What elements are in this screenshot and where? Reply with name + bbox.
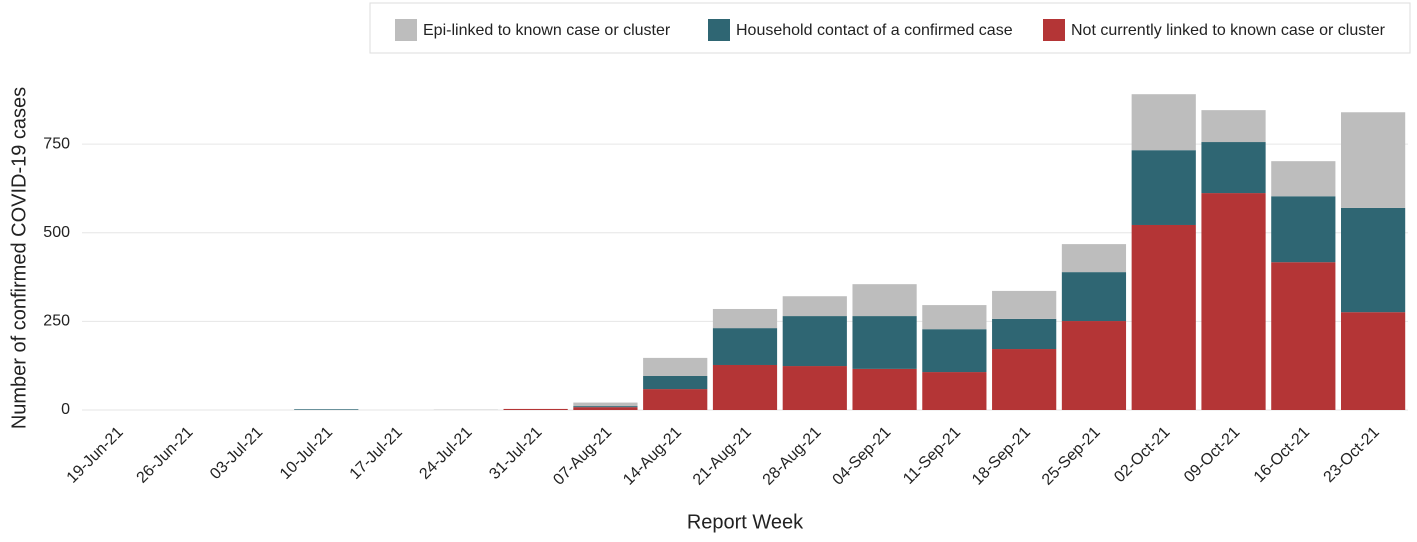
x-tick-label: 10-Jul-21 xyxy=(277,424,336,483)
bar-segment xyxy=(573,406,637,407)
bar-segment xyxy=(1341,208,1405,312)
x-tick-label: 07-Aug-21 xyxy=(550,424,615,489)
bar-segment xyxy=(1132,94,1196,150)
bar-segment xyxy=(713,309,777,328)
bar-segment xyxy=(713,365,777,410)
legend-swatch xyxy=(395,19,417,41)
bar-segment xyxy=(1201,142,1265,193)
x-tick-label: 17-Jul-21 xyxy=(347,424,406,483)
bar-segment xyxy=(713,328,777,365)
x-tick-label: 23-Oct-21 xyxy=(1321,424,1383,486)
bar-segment xyxy=(992,349,1056,410)
bar-segment xyxy=(1062,272,1126,321)
x-tick-label: 16-Oct-21 xyxy=(1251,424,1313,486)
bar-segment xyxy=(992,291,1056,319)
legend-label: Epi-linked to known case or cluster xyxy=(423,22,671,39)
y-tick-label: 250 xyxy=(43,313,70,330)
x-tick-label: 04-Sep-21 xyxy=(830,424,895,489)
x-tick-label: 28-Aug-21 xyxy=(760,424,825,489)
bar-segment xyxy=(783,296,847,316)
bar-segment xyxy=(852,284,916,316)
bar-segment xyxy=(922,305,986,329)
bar-segment xyxy=(1341,112,1405,208)
bar-segment xyxy=(922,372,986,410)
bar-segment xyxy=(643,376,707,389)
bar-segment xyxy=(1201,110,1265,142)
x-axis-label: Report Week xyxy=(687,511,804,533)
bar-segment xyxy=(1271,196,1335,262)
legend-swatch xyxy=(1043,19,1065,41)
x-tick-label: 03-Jul-21 xyxy=(207,424,266,483)
legend-label: Not currently linked to known case or cl… xyxy=(1071,22,1386,39)
bar-segment xyxy=(783,316,847,366)
bar-segment xyxy=(1062,321,1126,410)
x-tick-label: 26-Jun-21 xyxy=(134,424,197,487)
bar-segment xyxy=(852,369,916,410)
bar-segment xyxy=(1271,161,1335,196)
bar-segment xyxy=(1132,225,1196,410)
bar-segment xyxy=(294,409,358,410)
y-tick-label: 0 xyxy=(61,401,70,418)
x-tick-label: 21-Aug-21 xyxy=(690,424,755,489)
x-tick-label: 09-Oct-21 xyxy=(1181,424,1243,486)
x-tick-label: 14-Aug-21 xyxy=(620,424,685,489)
bar-segment xyxy=(922,329,986,372)
bar-segment xyxy=(1271,262,1335,410)
y-tick-label: 500 xyxy=(43,224,70,241)
x-tick-label: 11-Sep-21 xyxy=(900,424,964,488)
bar-segment xyxy=(1132,150,1196,225)
bar-segment xyxy=(573,403,637,407)
bar-segment xyxy=(852,316,916,369)
legend-label: Household contact of a confirmed case xyxy=(736,22,1013,39)
bar-segment xyxy=(504,409,568,410)
y-axis-label: Number of confirmed COVID-19 cases xyxy=(8,87,30,429)
legend-swatch xyxy=(708,19,730,41)
bar-segment xyxy=(1062,244,1126,272)
x-tick-label: 25-Sep-21 xyxy=(1039,424,1104,489)
bar-segment xyxy=(643,358,707,376)
bar-segment xyxy=(573,407,637,410)
bar-segment xyxy=(643,389,707,410)
y-tick-label: 750 xyxy=(43,135,70,152)
bar-segment xyxy=(992,319,1056,349)
bar-segment xyxy=(1201,193,1265,410)
x-tick-label: 02-Oct-21 xyxy=(1111,424,1173,486)
x-tick-label: 31-Jul-21 xyxy=(486,424,545,483)
x-tick-label: 24-Jul-21 xyxy=(416,424,475,483)
x-tick-label: 19-Jun-21 xyxy=(64,424,127,487)
bar-segment xyxy=(1341,312,1405,410)
bar-segment xyxy=(783,366,847,410)
x-tick-label: 18-Sep-21 xyxy=(969,424,1034,489)
